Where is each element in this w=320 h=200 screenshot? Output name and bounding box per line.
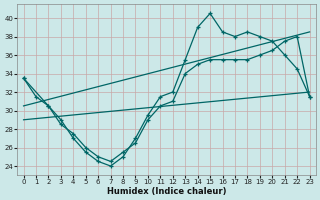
X-axis label: Humidex (Indice chaleur): Humidex (Indice chaleur) <box>107 187 226 196</box>
